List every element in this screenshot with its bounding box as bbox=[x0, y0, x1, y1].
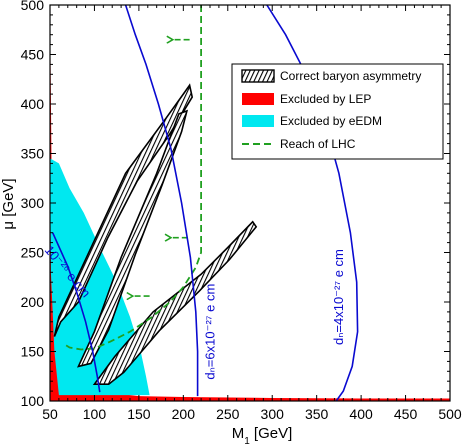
legend-swatch-baryon bbox=[241, 69, 275, 83]
plot-regions bbox=[50, 5, 450, 401]
x-tick-label: 400 bbox=[349, 406, 373, 422]
legend-label-lep: Excluded by LEP bbox=[280, 92, 371, 106]
annotation-dn_4: dₙ=4x10⁻²⁷ e cm bbox=[331, 249, 346, 345]
curve-lhc_reach bbox=[62, 5, 203, 351]
region-edm_region bbox=[50, 158, 150, 396]
y-tick-label: 500 bbox=[21, 0, 45, 13]
axis-ticks: 50 100 150 200 250 300 350 400 450 50010015020025… bbox=[21, 0, 462, 422]
y-tick-label: 300 bbox=[21, 195, 45, 211]
x-tick-label: 300 bbox=[261, 406, 285, 422]
y-tick-label: 450 bbox=[21, 47, 45, 63]
x-axis-title: M1 [GeV] bbox=[232, 425, 293, 446]
plot-lines bbox=[51, 5, 359, 401]
x-tick-label: 200 bbox=[172, 406, 196, 422]
x-tick-label: 350 bbox=[305, 406, 329, 422]
y-tick-label: 350 bbox=[21, 146, 45, 162]
y-tick-label: 250 bbox=[21, 245, 45, 261]
y-tick-label: 200 bbox=[21, 294, 45, 310]
y-tick-label: 150 bbox=[21, 344, 45, 360]
x-tick-label: 150 bbox=[127, 406, 151, 422]
y-tick-label: 100 bbox=[21, 393, 45, 409]
legend: Correct baryon asymmetry Excluded by LEP E… bbox=[231, 63, 444, 160]
curve-edm_contour_26 bbox=[51, 232, 101, 393]
y-axis-title: μ [GeV] bbox=[0, 178, 17, 229]
x-tick-label: 500 bbox=[438, 406, 462, 422]
region-baryon_band_3 bbox=[92, 220, 258, 386]
region-baryon_band_2 bbox=[76, 109, 189, 368]
legend-label-baryon: Correct baryon asymmetry bbox=[280, 69, 421, 83]
x-tick-label: 50 bbox=[42, 406, 58, 422]
legend-label-edm: Excluded by eEDM bbox=[280, 114, 382, 128]
x-tick-label: 100 bbox=[83, 406, 107, 422]
legend-label-lhc: Reach of LHC bbox=[280, 137, 356, 151]
curve-dn_contour_4 bbox=[266, 5, 359, 401]
y-tick-label: 400 bbox=[21, 96, 45, 112]
legend-swatch-lep bbox=[242, 93, 274, 105]
legend-swatch-edm bbox=[242, 115, 274, 127]
curve-dn_contour_6 bbox=[124, 5, 199, 397]
annotation-dn_6: dₙ=6x10⁻²⁷ e cm bbox=[202, 284, 217, 380]
x-tick-label: 250 bbox=[216, 406, 240, 422]
x-tick-label: 450 bbox=[394, 406, 418, 422]
region-baryon_band_1 bbox=[53, 83, 194, 337]
